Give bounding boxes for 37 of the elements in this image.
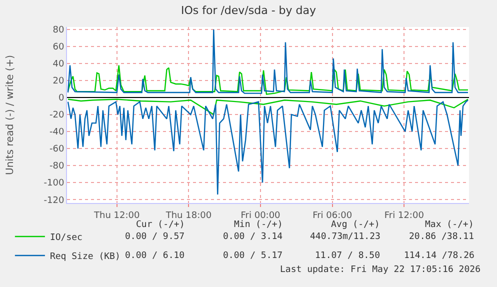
text: Last update: Fri May 22 17:05:16 2026	[280, 265, 480, 275]
text: 0.00 / 3.14	[223, 232, 283, 242]
text: Min (-/+)	[234, 220, 283, 230]
y-tick-label: -60	[49, 144, 64, 155]
y-tick-label: 40	[52, 60, 64, 70]
y-tick-label: -120	[44, 196, 64, 206]
y-tick-label: 80	[52, 26, 64, 36]
text: 0.00 / 5.17	[223, 251, 283, 261]
y-tick-label: -100	[44, 178, 64, 189]
x-tick-label: Thu 12:00	[93, 210, 140, 221]
text: 114.14 /78.26	[404, 251, 474, 261]
legend-label: IO/sec	[50, 233, 82, 244]
chart-title: IOs for /dev/sda - by day	[180, 4, 317, 17]
text: 11.07 / 8.50	[315, 251, 380, 261]
text: 0.00 / 9.57	[125, 232, 185, 242]
y-tick-label: 20	[52, 76, 64, 87]
x-tick-label: Fri 12:00	[384, 210, 424, 221]
line-series	[67, 100, 469, 196]
x-tick-label: Thu 18:00	[164, 210, 212, 221]
y-tick-label: 60	[52, 42, 64, 53]
x-tick-label: Fri 00:00	[240, 210, 281, 221]
line-series	[67, 98, 469, 116]
text: Avg (-/+)	[331, 220, 380, 230]
text: 0.00 / 6.10	[125, 251, 185, 261]
text: 440.73m/11.23	[310, 232, 380, 242]
text: Cur (-/+)	[136, 220, 185, 230]
line-series	[67, 28, 469, 94]
line-series	[67, 64, 469, 95]
y-tick-label: -80	[49, 162, 64, 172]
text: Max (-/+)	[425, 220, 474, 230]
text: 20.86 /38.11	[409, 232, 474, 242]
y-tick-label: -20	[49, 110, 64, 121]
y-tick-label: 0	[58, 94, 64, 104]
x-tick-label: Fri 06:00	[312, 210, 352, 221]
y-tick-label: -40	[49, 128, 64, 138]
y-axis-title: Units read (-) / write (+)	[5, 54, 16, 175]
legend-label: Req Size (KB)	[50, 252, 120, 262]
